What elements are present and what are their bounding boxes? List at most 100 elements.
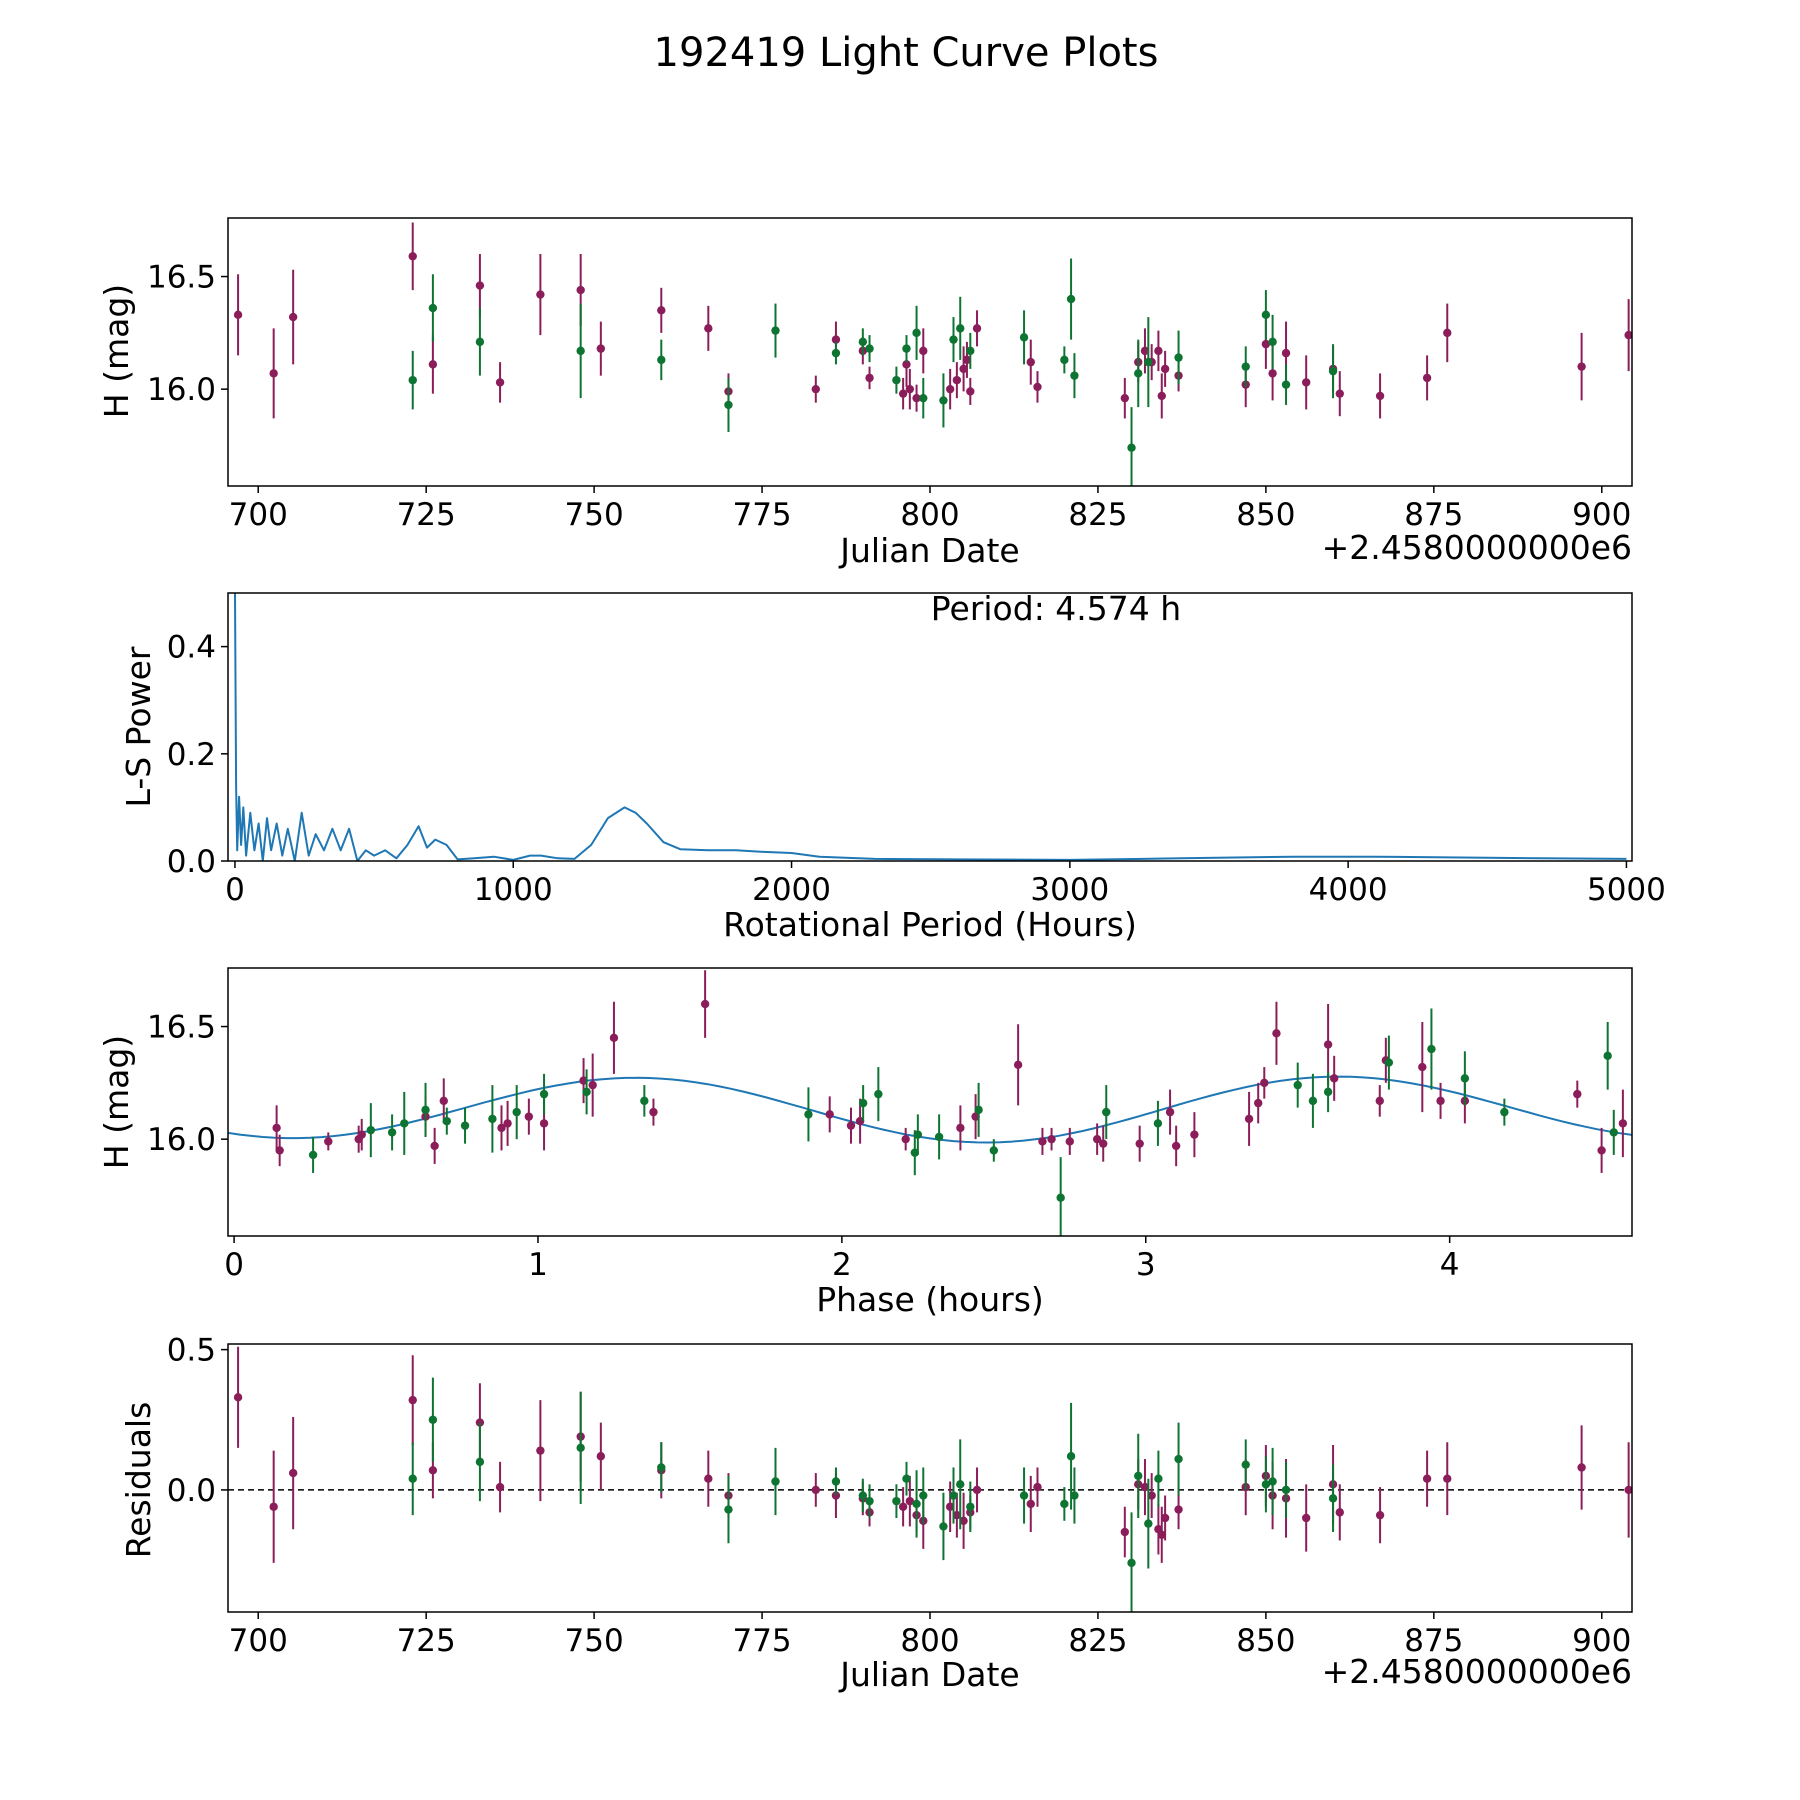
data-point — [1140, 1482, 1150, 1492]
data-point — [1329, 1074, 1339, 1083]
data-point — [919, 346, 928, 356]
data-point — [1268, 337, 1277, 347]
data-point — [497, 1123, 506, 1133]
x-tick-label: 775 — [732, 497, 791, 533]
data-point — [1241, 1460, 1250, 1469]
data-point — [1328, 1494, 1338, 1503]
data-point — [269, 1502, 278, 1511]
data-point — [1293, 1080, 1302, 1090]
data-point — [1577, 1463, 1586, 1472]
data-point — [539, 1089, 549, 1099]
data-point — [1033, 1482, 1042, 1492]
data-point — [913, 1130, 923, 1139]
data-point — [421, 1105, 430, 1115]
data-point — [430, 1141, 439, 1151]
data-point — [536, 1446, 545, 1455]
data-point — [1134, 1471, 1143, 1481]
data-point — [724, 1505, 733, 1514]
lightcurve-panel: Julian Date H (mag) +2.4580000000e6 700 7… — [97, 217, 1633, 570]
data-point — [1268, 1477, 1277, 1486]
data-point — [898, 1502, 908, 1511]
data-point — [1281, 348, 1291, 358]
data-point — [576, 346, 585, 356]
data-point — [966, 387, 975, 396]
data-layer — [228, 970, 1632, 1236]
data-point — [934, 1132, 944, 1142]
y-tick-label: 16.0 — [147, 372, 216, 408]
data-point — [1066, 1452, 1076, 1461]
data-point — [865, 344, 874, 353]
data-point — [804, 1110, 813, 1119]
data-point — [539, 1119, 549, 1128]
data-point — [288, 1468, 298, 1478]
data-point — [901, 1134, 910, 1144]
data-point — [1436, 1096, 1445, 1106]
data-point — [846, 1121, 856, 1130]
data-point — [1301, 1513, 1311, 1523]
data-point — [1254, 1098, 1263, 1108]
data-point — [657, 1463, 666, 1472]
data-point — [831, 335, 841, 344]
data-point — [972, 324, 982, 333]
periodogram-ylabel: L-S Power — [119, 646, 158, 807]
data-point — [858, 1098, 868, 1108]
data-point — [488, 1114, 497, 1124]
data-point — [1500, 1107, 1509, 1117]
data-point — [408, 375, 417, 385]
figure-title: 192419 Light Curve Plots — [654, 30, 1159, 76]
data-point — [974, 1105, 983, 1115]
x-tick-label: 3000 — [1030, 872, 1109, 908]
y-tick-label: 16.0 — [147, 1122, 216, 1158]
x-tick-label: 4000 — [1309, 872, 1388, 908]
data-point — [1165, 1107, 1175, 1117]
data-point — [865, 1496, 874, 1506]
lightcurve-ylabel: H (mag) — [97, 284, 136, 418]
data-point — [1261, 339, 1271, 349]
data-point — [959, 364, 968, 374]
data-point — [1154, 1474, 1163, 1483]
data-point — [1244, 1114, 1254, 1124]
x-tick-label: 4 — [1440, 1247, 1460, 1283]
data-point — [1099, 1139, 1108, 1148]
data-point — [912, 1499, 921, 1509]
data-point — [357, 1130, 366, 1139]
data-point — [524, 1112, 534, 1121]
data-point — [1171, 1141, 1181, 1151]
y-tick-label: 0.0 — [167, 844, 216, 880]
data-point — [966, 346, 975, 356]
fit-curve — [228, 1075, 1632, 1144]
y-tick-label: 16.5 — [147, 260, 216, 296]
data-point — [1427, 1044, 1436, 1054]
data-point — [1268, 369, 1277, 378]
phase-folded-panel: Phase (hours) H (mag) 0 1 2 3 4 16.0 16.5 — [97, 967, 1633, 1319]
data-point — [949, 1491, 958, 1500]
lightcurve-xlabel: Julian Date — [838, 531, 1020, 570]
x-tick-label: 3 — [1136, 1247, 1156, 1283]
panel-frame — [227, 967, 1633, 1237]
data-point — [902, 344, 911, 353]
data-point — [945, 384, 955, 394]
data-point — [1603, 1051, 1612, 1061]
data-point — [1120, 1527, 1130, 1537]
data-point — [1577, 362, 1586, 371]
data-point — [1154, 346, 1163, 356]
data-point — [1013, 1060, 1023, 1070]
y-tick-label: 0.0 — [167, 1473, 216, 1509]
data-point — [952, 375, 962, 385]
x-tick-label: 5000 — [1587, 872, 1666, 908]
data-point — [898, 389, 908, 398]
data-point — [588, 1080, 597, 1090]
data-point — [1260, 1078, 1269, 1088]
data-point — [1261, 310, 1271, 320]
data-point — [475, 281, 485, 290]
data-point — [1026, 1499, 1035, 1509]
residuals-offset-label: +2.4580000000e6 — [1322, 1652, 1632, 1691]
x-tick-label: 0 — [224, 1247, 244, 1283]
data-point — [865, 373, 874, 383]
data-point — [892, 1496, 901, 1506]
x-tick-label: 0 — [225, 872, 245, 908]
data-point — [1134, 369, 1143, 378]
data-point — [1418, 1062, 1427, 1072]
data-point — [1597, 1146, 1606, 1155]
